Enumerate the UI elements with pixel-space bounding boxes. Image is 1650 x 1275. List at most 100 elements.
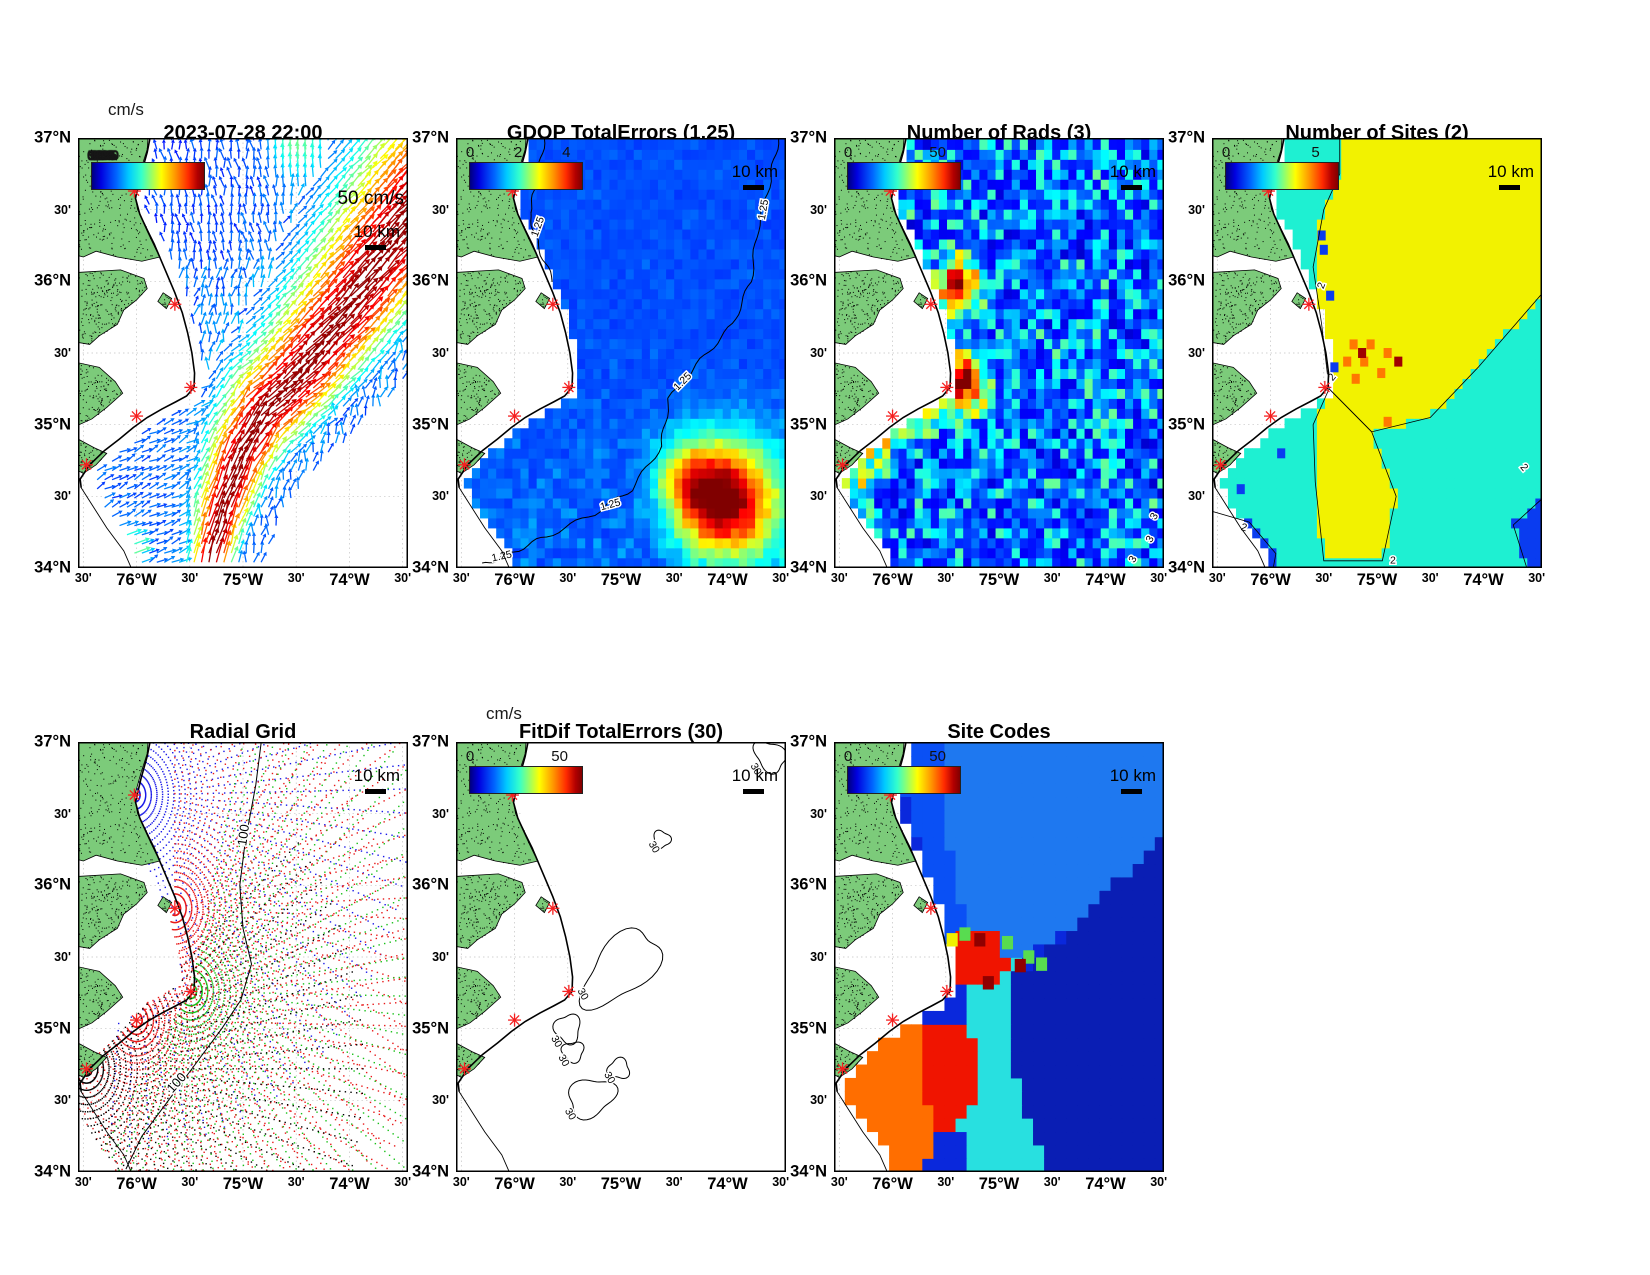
y-axis-tick-label: 30' [1188,202,1205,217]
colorbar: 0 50 [466,748,583,794]
x-axis-tick-label: 76°W [116,571,157,589]
x-axis-tick-label: 76°W [116,1175,157,1193]
x-axis-tick-label: 30' [830,571,848,585]
y-axis-tick-label: 34°N [1168,558,1205,577]
x-axis-tick-label: 30' [394,1175,412,1189]
x-axis-tick-label: 30' [181,1175,199,1189]
scalebar-label: 10 km [353,222,400,241]
x-axis-tick-label: 74°W [329,571,370,589]
y-axis-tick-label: 30' [432,1093,449,1108]
colorbar-tick-label: 5 [1311,144,1320,161]
x-axis-tick-label: 30' [181,571,199,585]
y-axis-tick-label: 35°N [412,415,449,434]
y-axis-tick-label: 34°N [790,558,827,577]
scalebar-label: 10 km [731,162,778,181]
x-axis-tick-label: 30' [1528,571,1546,585]
y-axis-tick-label: 35°N [790,415,827,434]
scalebar-bar [365,789,386,794]
y-axis-tick-label: 30' [432,950,449,964]
x-axis-tick-label: 74°W [707,1175,748,1193]
x-axis-tick-label: 76°W [872,1175,913,1193]
x-axis-tick-label: 76°W [494,1175,535,1193]
x-axis-tick-label: 30' [74,1175,92,1189]
y-axis-tick-label: 30' [810,806,827,821]
colorbar: 0 50 [844,748,961,794]
y-axis-tick-label: 36°N [34,271,71,290]
colorbar-tick-label: 0 [843,144,853,161]
y-axis-tick-label: 34°N [412,1162,449,1181]
y-axis-tick-label: 35°N [412,1019,449,1038]
x-axis-tick-label: 30' [287,571,305,585]
y-axis-tick-label: 30' [432,489,449,504]
y-axis-tick-label: 37°N [412,128,449,147]
x-axis-tick-label: 75°W [978,1175,1020,1193]
scalebar-label: 10 km [1109,162,1156,181]
colorbar-unit-label: cm/s [108,100,144,119]
x-axis-tick-label: 30' [1150,571,1168,585]
y-axis-tick-label: 34°N [34,558,71,577]
scalebar-label: 10 km [1109,766,1156,785]
x-axis-tick-label: 30' [772,1175,790,1189]
colorbar-tick-label: 0 [465,144,475,161]
map-canvas-fitdif [456,742,786,1172]
x-axis-tick-label: 30' [1208,571,1226,585]
x-axis-tick-label: 75°W [222,571,264,589]
x-axis-tick-label: 30' [772,571,790,585]
scalebar-label: 10 km [353,766,400,785]
y-axis-tick-label: 30' [432,806,449,821]
scalebar: 10 km [354,222,400,250]
x-axis-tick-label: 75°W [600,1175,642,1193]
colorbar-tick-label: 50 [929,748,946,765]
x-axis-tick-label: 74°W [707,571,748,589]
y-axis-tick-label: 30' [432,202,449,217]
y-axis-tick-label: 30' [810,346,827,360]
scalebar: 10 km [732,766,778,794]
y-axis-tick-label: 34°N [412,558,449,577]
x-axis-tick-label: 30' [287,1175,305,1189]
y-axis-tick-label: 35°N [34,1019,71,1038]
x-axis-tick-label: 30' [1150,1175,1168,1189]
scalebar-bar [1121,789,1142,794]
y-axis-tick-label: 36°N [412,271,449,290]
colorbar-unit-label: cm/s [486,704,522,723]
y-axis-tick-label: 30' [54,806,71,821]
scalebar-bar [1499,185,1520,190]
colorbar: 0 5 10 15 20 25 30 35 40 45 50 [87,147,205,190]
scalebar: 10 km [1488,162,1534,190]
y-axis-tick-label: 35°N [790,1019,827,1038]
map-canvas-num-rads [834,138,1164,568]
scalebar: 10 km [732,162,778,190]
x-axis-tick-label: 30' [452,571,470,585]
scalebar: 10 km [1110,766,1156,794]
y-axis-tick-label: 30' [810,489,827,504]
y-axis-tick-label: 36°N [790,271,827,290]
y-axis-tick-label: 37°N [790,732,827,751]
colorbar-tick-label: 0 [843,748,853,765]
x-axis-tick-label: 30' [830,1175,848,1189]
y-axis-tick-label: 37°N [34,128,71,147]
colorbar-tick-label: 50 [551,748,568,765]
y-axis-tick-label: 30' [810,1093,827,1108]
x-axis-tick-label: 75°W [1356,571,1398,589]
y-axis-tick-label: 36°N [1168,271,1205,290]
speed-reference-label: 50 cm/s [337,188,404,209]
x-axis-tick-label: 75°W [978,571,1020,589]
scalebar-label: 10 km [1487,162,1534,181]
x-axis-tick-label: 30' [937,571,955,585]
scalebar-bar [743,789,764,794]
scalebar-bar [1121,185,1142,190]
x-axis-tick-label: 76°W [494,571,535,589]
panel-title: FitDif TotalErrors (30) [518,720,724,743]
y-axis-tick-label: 30' [810,202,827,217]
scalebar: 10 km [354,766,400,794]
y-axis-tick-label: 37°N [34,732,71,751]
y-axis-tick-label: 34°N [790,1162,827,1181]
x-axis-tick-label: 30' [937,1175,955,1189]
colorbar-tick-label: 0 [465,748,475,765]
y-axis-tick-label: 30' [54,489,71,504]
x-axis-tick-label: 30' [559,1175,577,1189]
colorbar-tick-smear: 0 5 10 15 20 25 30 35 40 45 50 [87,147,119,162]
